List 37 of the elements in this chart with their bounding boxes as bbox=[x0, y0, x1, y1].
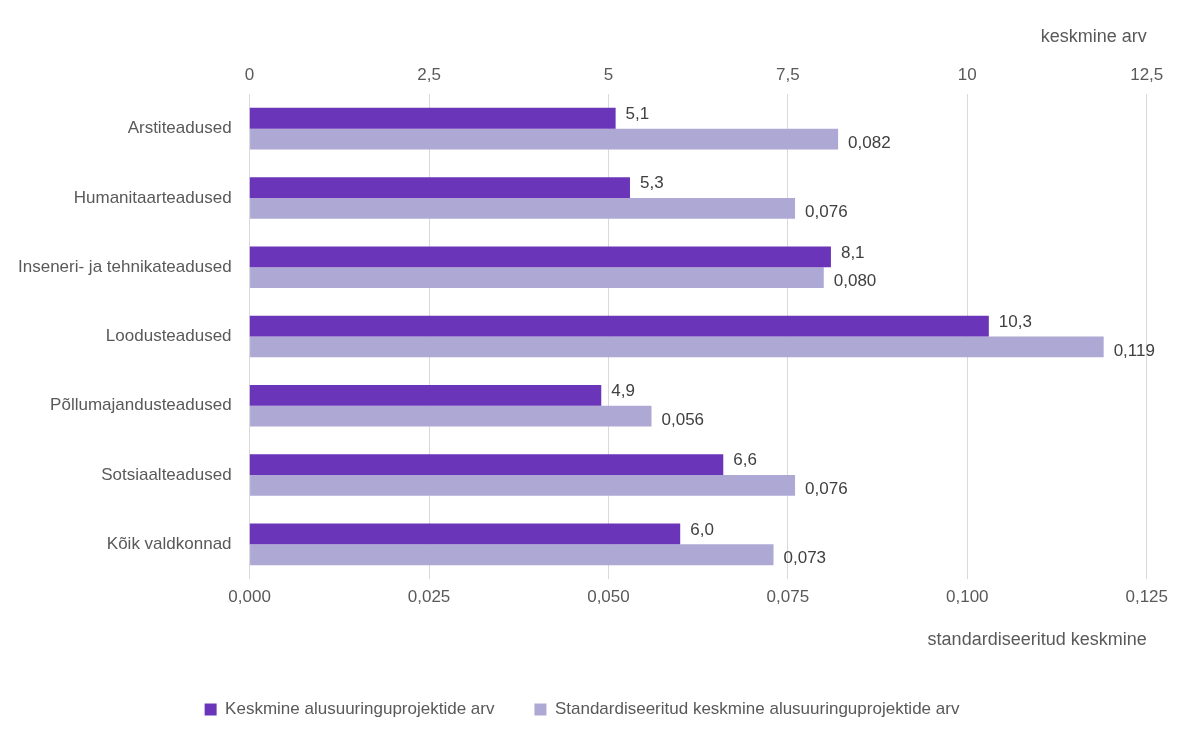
data-label: 0,119 bbox=[1113, 340, 1155, 360]
x2-tick-label: 12,5 bbox=[1130, 65, 1164, 85]
data-label: 8,1 bbox=[840, 242, 865, 262]
legend-label: Standardiseeritud keskmine alusuuringuprojektide arv bbox=[554, 699, 960, 719]
x2-axis-title: keskmine arv bbox=[1040, 25, 1147, 46]
data-label: 0,082 bbox=[848, 132, 891, 152]
x2-tick-label: 2,5 bbox=[417, 65, 441, 85]
x-tick-label: 0,050 bbox=[587, 586, 630, 606]
data-label: 0,076 bbox=[805, 202, 848, 222]
y-tick-label: Kõik valdkonnad bbox=[106, 534, 232, 554]
data-label: 0,073 bbox=[783, 548, 827, 568]
data-label: 6,6 bbox=[733, 450, 757, 470]
data-label: 0,076 bbox=[805, 479, 848, 499]
data-label: 4,9 bbox=[611, 381, 635, 401]
x2-tick-label: 5 bbox=[603, 65, 614, 85]
y-tick-label: Põllumajandusteadused bbox=[50, 395, 232, 415]
legend-label: Keskmine alusuuringuprojektide arv bbox=[225, 699, 495, 719]
y-tick-label: Arstiteadused bbox=[127, 118, 232, 138]
y-tick-label: Loodusteadused bbox=[105, 326, 232, 346]
y-tick-label: Sotsiaalteadused bbox=[101, 464, 232, 484]
y-tick-label: Humanitaarteadused bbox=[73, 187, 232, 207]
data-label: 5,3 bbox=[639, 173, 664, 193]
x2-tick-label: 10 bbox=[957, 65, 977, 85]
data-label: 6,0 bbox=[690, 519, 714, 539]
x-tick-label: 0,025 bbox=[407, 586, 451, 606]
y-tick-label: Inseneri- ja tehnikateadused bbox=[17, 256, 232, 276]
x-tick-label: 0,125 bbox=[1125, 586, 1168, 606]
data-label: 5,1 bbox=[625, 103, 650, 123]
x2-tick-label: 7,5 bbox=[776, 65, 800, 85]
data-label: 0,056 bbox=[661, 409, 705, 429]
x2-tick-label: 0 bbox=[244, 65, 255, 85]
data-label: 10,3 bbox=[998, 311, 1032, 331]
x-tick-label: 0,000 bbox=[228, 586, 271, 606]
data-label: 0,080 bbox=[833, 271, 877, 291]
x-tick-label: 0,100 bbox=[946, 586, 989, 606]
x-axis-title: standardiseeritud keskmine bbox=[927, 629, 1147, 650]
x-tick-label: 0,075 bbox=[766, 586, 810, 606]
